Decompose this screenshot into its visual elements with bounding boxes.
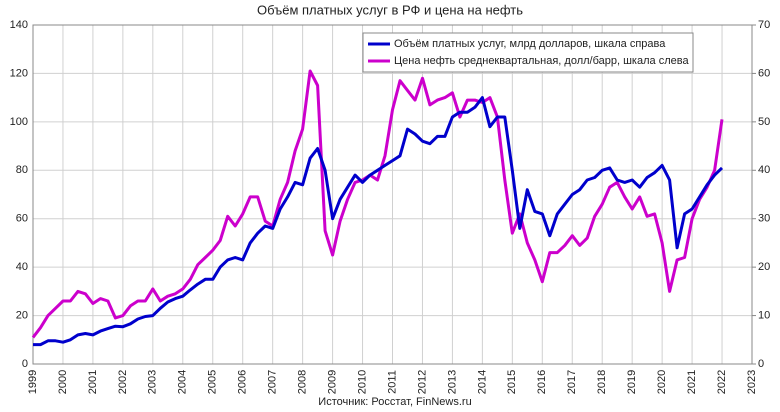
x-tick-label: 2019 — [626, 370, 638, 394]
x-tick-label: 2017 — [566, 370, 578, 394]
y-tick-label: 60 — [16, 213, 28, 225]
series-line — [31, 69, 724, 339]
y-tick-label: 120 — [10, 67, 28, 79]
x-tick-label: 2005 — [207, 370, 219, 394]
x-tick-label: 2021 — [686, 370, 698, 394]
x-tick-label: 2001 — [87, 370, 99, 394]
y-tick-label: 20 — [16, 309, 28, 321]
x-tick-label: 1999 — [27, 370, 39, 394]
x-tick-label: 2003 — [147, 370, 159, 394]
y-tick-label: 80 — [16, 164, 28, 176]
x-tick-label: 2011 — [386, 370, 398, 394]
x-tick-label: 2022 — [716, 370, 728, 394]
x-tick-label: 2002 — [117, 370, 129, 394]
y2-tick-label: 30 — [758, 213, 770, 225]
y2-tick-label: 10 — [758, 309, 770, 321]
source: Источник: Росстат, FinNews.ru — [318, 396, 471, 408]
x-tick-label: 2000 — [57, 370, 69, 394]
y2-tick-label: 40 — [758, 164, 770, 176]
legend-label: Объём платных услуг, млрд долларов, шкал… — [394, 38, 666, 50]
y2-tick-label: 50 — [758, 116, 770, 128]
y-tick-label: 140 — [10, 19, 28, 31]
x-tick-label: 2013 — [446, 370, 458, 394]
x-tick-label: 2012 — [416, 370, 428, 394]
plot-border — [32, 24, 753, 365]
series-line — [33, 96, 724, 347]
x-tick-label: 2004 — [177, 370, 189, 394]
x-tick-label: 2023 — [746, 370, 758, 394]
legend-box — [362, 32, 694, 73]
x-tick-label: 2018 — [596, 370, 608, 394]
y-tick-label: 100 — [10, 116, 28, 128]
x-tick-label: 2015 — [506, 370, 518, 394]
x-tick-label: 2006 — [237, 370, 249, 394]
x-tick-label: 2016 — [536, 370, 548, 394]
legend-label: Цена нефть среднеквартальная, долл/барр,… — [394, 55, 689, 67]
x-tick-label: 2008 — [297, 370, 309, 394]
x-tick-label: 2014 — [476, 370, 488, 394]
chart-title: Объём платных услуг в РФ и цена на нефть — [257, 2, 523, 17]
y2-tick-label: 70 — [758, 19, 770, 31]
x-tick-label: 2007 — [267, 370, 279, 394]
y2-tick-label: 60 — [758, 67, 770, 79]
x-tick-label: 2010 — [356, 370, 368, 394]
y-tick-label: 0 — [22, 358, 28, 370]
y-tick-label: 40 — [16, 261, 28, 273]
y2-tick-label: 20 — [758, 261, 770, 273]
x-tick-label: 2020 — [656, 370, 668, 394]
x-tick-label: 2009 — [326, 370, 338, 394]
y2-tick-label: 0 — [758, 358, 764, 370]
